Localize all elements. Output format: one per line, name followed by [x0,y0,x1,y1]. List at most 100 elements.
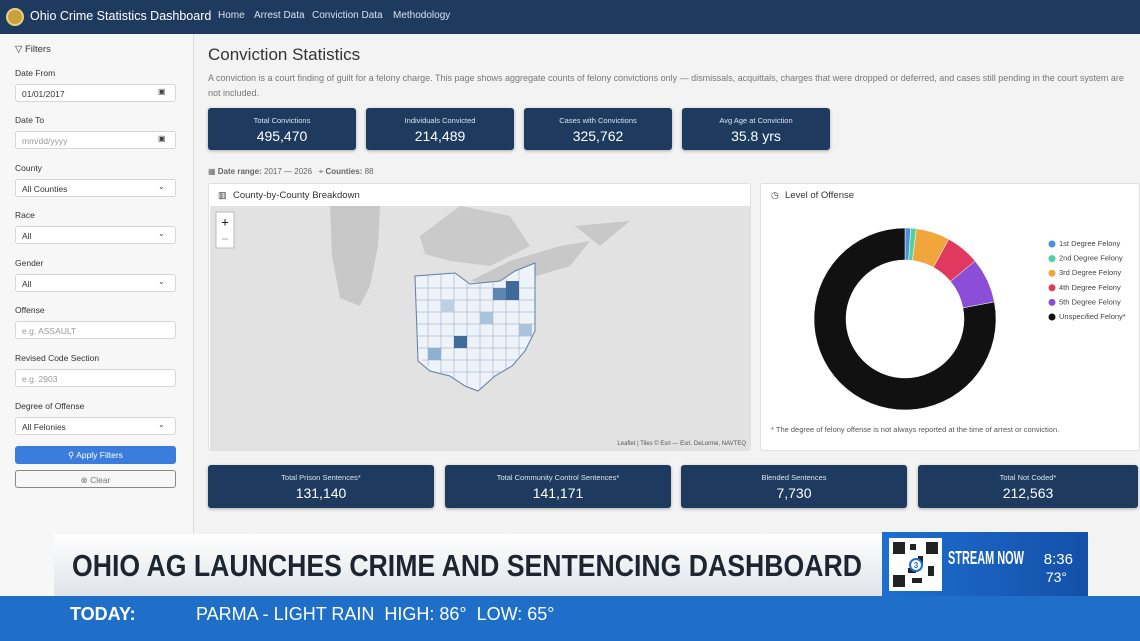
filter-input[interactable]: mm/dd/yyyy [15,131,176,149]
input-icon: ▣ [158,87,166,96]
filter-input[interactable]: All Felonies [15,417,176,435]
apply-text: Apply Filters [76,450,123,460]
sentence-card: Total Community Control Sentences* 141,17… [445,465,671,508]
stat-label: Individuals Convicted [404,116,476,125]
sentence-label: Total Not Coded* [999,473,1057,482]
sentence-value: 7,730 [776,485,812,501]
filter-input[interactable]: All [15,226,176,244]
map-attribution: Leaflet | Tiles © Esri — Esri, DeLorme, … [617,440,746,447]
legend-label: 4th Degree Felony [1059,283,1121,292]
zoom-in[interactable]: + [221,214,229,229]
weather: PARMA - LIGHT RAIN HIGH: 86° LOW: 65° [196,604,555,624]
filter-input[interactable]: e.g. ASSAULT [15,321,176,339]
legend-label: 3rd Degree Felony [1059,268,1121,277]
legend-swatch [1048,269,1056,277]
sentence-card: Blended Sentences 7,730 [681,465,907,508]
navbar: Ohio Crime Statistics Dashboard Home Arr… [0,0,1140,34]
sentence-label: Total Prison Sentences* [281,473,361,482]
today-label: TODAY: [70,604,136,624]
stat-card: Individuals Convicted 214,489 [366,108,514,150]
county-shade [493,288,506,300]
map-panel: ▥ County-by-County Breakdown + − Leaflet… [208,183,751,451]
temperature: 73° [1046,569,1067,585]
clear-text: Clear [90,475,111,485]
channel: 3 [914,561,919,570]
filter-input[interactable]: e.g. 2903 [15,369,176,387]
chart-footnote: * The degree of felony offense is not al… [771,425,1060,434]
county-shade [454,336,467,348]
lake [420,206,530,266]
stat-value: 325,762 [572,128,624,144]
filter-label: Race [15,210,35,220]
filters-title-text: Filters [24,44,51,55]
clock: 8:36 [1044,551,1073,568]
nav-link[interactable]: Home [218,10,245,21]
clear-button[interactable]: ⊗ Clear [15,470,176,488]
map[interactable]: + − Leaflet | Tiles © Esri — Esri, DeLor… [210,206,750,450]
slice [813,227,997,411]
legend-label: 5th Degree Felony [1059,297,1121,306]
chart-icon: ◷ [771,190,779,200]
lake [575,221,630,246]
legend-swatch [1048,240,1056,248]
input-icon: ⌄ [158,229,165,238]
broadcast-overlay: OHIO AG LAUNCHES CRIME AND SENTENCING DA… [0,532,1140,641]
legend-label: 2nd Degree Felony [1059,254,1123,263]
filter-label: Gender [15,258,44,268]
sentence-value: 131,140 [295,485,347,501]
filter-input[interactable]: All [15,274,176,292]
qr-pattern [893,542,938,587]
input-icon: ▣ [158,134,166,143]
nav-link[interactable]: Methodology [393,10,451,21]
filter-input[interactable]: 01/01/2017 [15,84,176,102]
nav-link[interactable]: Conviction Data [312,10,383,21]
input-icon: ⌄ [158,182,165,191]
input-icon: ⌄ [158,277,165,286]
stat-label: Cases with Convictions [559,116,637,125]
headline-bar [54,534,882,596]
counties-label: Counties: [325,167,363,176]
legend-label: Unspecified Felony* [1059,312,1126,321]
input-icon: ⌄ [158,420,165,429]
logo [6,8,24,26]
filter-label: Revised Code Section [15,353,100,363]
stream-text: STREAM NOW [948,548,1024,568]
map-icon: ▥ [218,190,227,200]
sentence-card: Total Not Coded* 212,563 [918,465,1138,508]
lake [470,241,590,286]
sentence-card: Total Prison Sentences* 131,140 [208,465,434,508]
filter-label: Degree of Offense [15,401,85,411]
stat-value: 214,489 [414,128,466,144]
donut-chart: 1st Degree Felony 2nd Degree Felony 3rd De… [813,227,1126,411]
page-title: Conviction Statistics [208,45,361,64]
filter-label: Date From [15,68,56,78]
nav-link[interactable]: Arrest Data [254,10,305,21]
county-shade [480,312,493,324]
apply-button[interactable]: ⚲ Apply Filters [15,446,176,464]
meta-row: ▦ Date range: 2017 — 2026 ⌖ Counties: 88 [208,167,374,176]
county-shade [441,300,454,312]
sentence-value: 141,171 [532,485,584,501]
legend-swatch [1048,255,1056,263]
date-range: 2017 — 2026 [264,167,313,176]
map-title: County-by-County Breakdown [233,190,360,201]
stat-card: Avg Age at Conviction 35.8 yrs [682,108,830,150]
zoom-out[interactable]: − [221,231,229,246]
filter-label: Date To [15,115,45,125]
filters-title: ▽ Filters [15,44,51,55]
headline: OHIO AG LAUNCHES CRIME AND SENTENCING DA… [72,548,862,583]
stat-value: 495,470 [256,128,308,144]
filter-label: County [15,163,42,173]
sentence-label: Blended Sentences [761,473,827,482]
ticker-bar [0,596,1140,641]
stat-label: Total Convictions [253,116,311,125]
filter-input[interactable]: All Counties [15,179,176,197]
sentence-value: 212,563 [1002,485,1054,501]
brand[interactable]: Ohio Crime Statistics Dashboard [30,9,212,23]
offense-panel: ◷ Level of Offense 1st Degree Felony 2nd … [760,183,1140,451]
page-description: A conviction is a court finding of guilt… [208,73,1124,98]
legend-swatch [1048,284,1056,292]
stat-card: Cases with Convictions 325,762 [524,108,672,150]
sentence-label: Total Community Control Sentences* [496,473,620,482]
